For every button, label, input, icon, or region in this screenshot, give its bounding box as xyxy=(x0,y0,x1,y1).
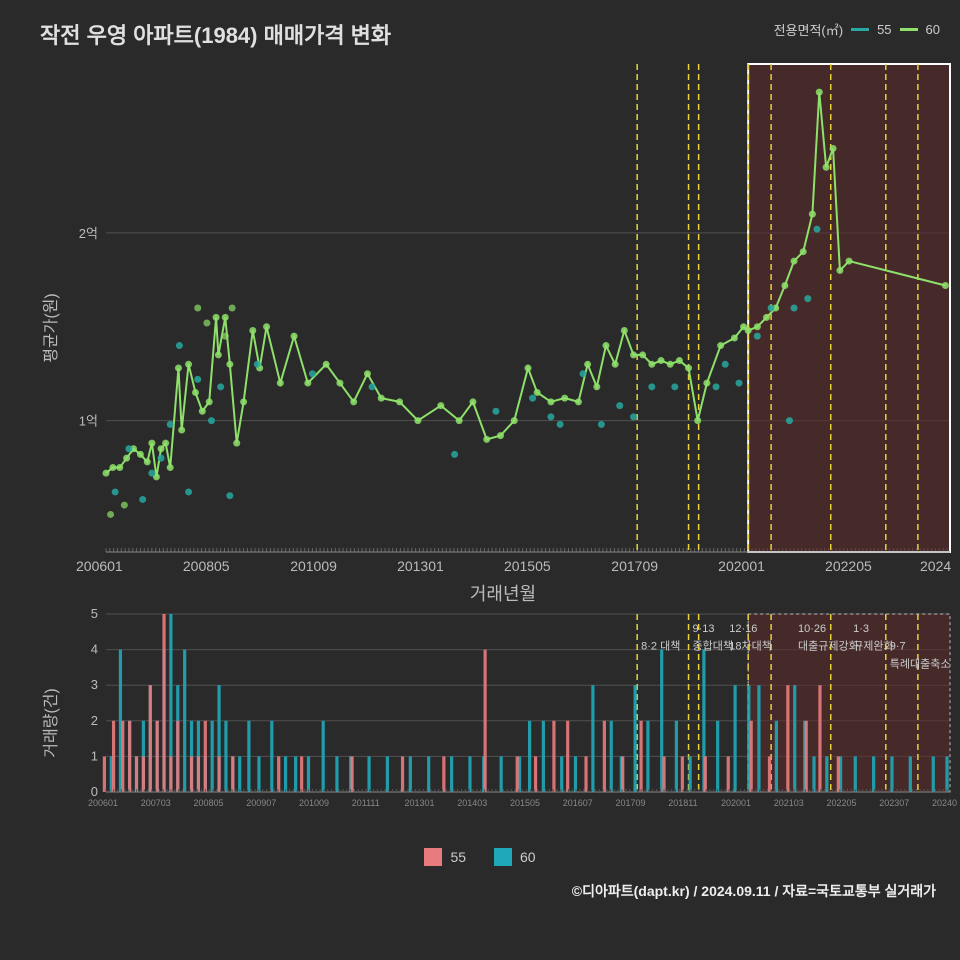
svg-text:3: 3 xyxy=(91,677,98,692)
volume-chart-svg: 0 1 2 3 4 5 8·2 대책 9·13 종합대책 12·16 18차대책 10·26 대출규제강… xyxy=(66,608,956,798)
legend-bottom: 55 60 xyxy=(10,848,950,869)
credit-line: ©디아파트(dapt.kr) / 2024.09.11 / 자료=국토교통부 실… xyxy=(10,869,950,901)
svg-text:1억: 1억 xyxy=(79,414,98,429)
legend-sq-60 xyxy=(494,848,512,866)
svg-text:규제완화: 규제완화 xyxy=(853,640,893,653)
svg-text:12·16: 12·16 xyxy=(729,623,757,635)
svg-text:0: 0 xyxy=(91,784,98,798)
svg-text:2: 2 xyxy=(91,713,98,728)
svg-text:8·2 대책: 8·2 대책 xyxy=(641,640,680,653)
price-chart: 평균가(원) 1억2억 2006012008052010092013012015… xyxy=(66,58,940,598)
legend-swatch-60 xyxy=(900,28,918,31)
price-xlabel: 거래년월 xyxy=(66,580,940,606)
svg-text:10·26: 10·26 xyxy=(798,623,826,635)
price-xticks: 2006012008052010092013012015052017092020… xyxy=(66,558,940,576)
legend-bottom-label-60: 60 xyxy=(520,849,536,865)
legend-label-55: 55 xyxy=(877,22,891,37)
legend-top: 전용면적(㎡) 55 60 xyxy=(774,20,940,39)
legend-bottom-label-55: 55 xyxy=(450,849,466,865)
volume-xticks: 2006012007032008052009072010092011112013… xyxy=(66,798,940,812)
svg-text:1·3: 1·3 xyxy=(853,623,869,635)
legend-label-60: 60 xyxy=(926,22,940,37)
volume-ylabel: 거래량(건) xyxy=(37,688,61,758)
svg-text:9·7: 9·7 xyxy=(890,641,906,653)
svg-text:대출규제강화: 대출규제강화 xyxy=(798,640,859,653)
svg-text:5: 5 xyxy=(91,608,98,621)
svg-text:종합대책: 종합대책 xyxy=(693,640,733,653)
legend-sq-55 xyxy=(424,848,442,866)
price-chart-svg: 1억 2억 xyxy=(66,58,956,558)
svg-text:2억: 2억 xyxy=(79,226,98,241)
price-ylabel: 평균가(원) xyxy=(37,293,61,363)
legend-swatch-55 xyxy=(851,28,869,31)
svg-text:특례대출축소: 특례대출축소 xyxy=(890,657,951,670)
svg-text:9·13: 9·13 xyxy=(693,623,715,635)
svg-text:1: 1 xyxy=(91,748,98,763)
svg-text:4: 4 xyxy=(91,642,98,657)
chart-container: 작전 우영 아파트(1984) 매매가격 변화 전용면적(㎡) 55 60 평균… xyxy=(0,0,960,960)
volume-chart: 거래량(건) 0123458·2 대책9·13종합대책12·1618차대책10·… xyxy=(66,608,940,838)
legend-top-label: 전용면적(㎡) xyxy=(774,20,844,39)
svg-text:18차대책: 18차대책 xyxy=(729,640,772,653)
